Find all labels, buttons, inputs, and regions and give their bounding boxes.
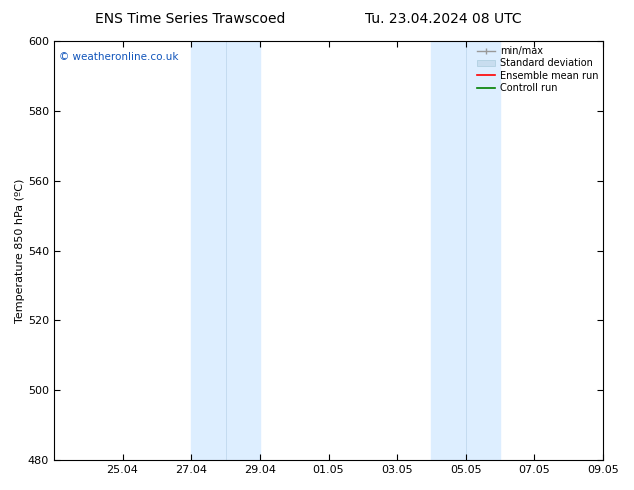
Text: ENS Time Series Trawscoed: ENS Time Series Trawscoed — [95, 12, 285, 26]
Bar — [432, 41, 500, 460]
Legend: min/max, Standard deviation, Ensemble mean run, Controll run: min/max, Standard deviation, Ensemble me… — [476, 44, 600, 95]
Y-axis label: Temperature 850 hPa (ºC): Temperature 850 hPa (ºC) — [15, 178, 25, 323]
Text: Tu. 23.04.2024 08 UTC: Tu. 23.04.2024 08 UTC — [365, 12, 522, 26]
Bar — [191, 41, 260, 460]
Text: © weatheronline.co.uk: © weatheronline.co.uk — [60, 51, 179, 62]
